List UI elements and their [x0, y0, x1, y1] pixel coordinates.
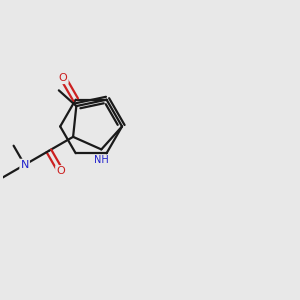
Text: N: N	[20, 160, 29, 170]
Text: O: O	[56, 166, 65, 176]
Text: O: O	[59, 73, 68, 83]
Text: NH: NH	[94, 155, 109, 165]
